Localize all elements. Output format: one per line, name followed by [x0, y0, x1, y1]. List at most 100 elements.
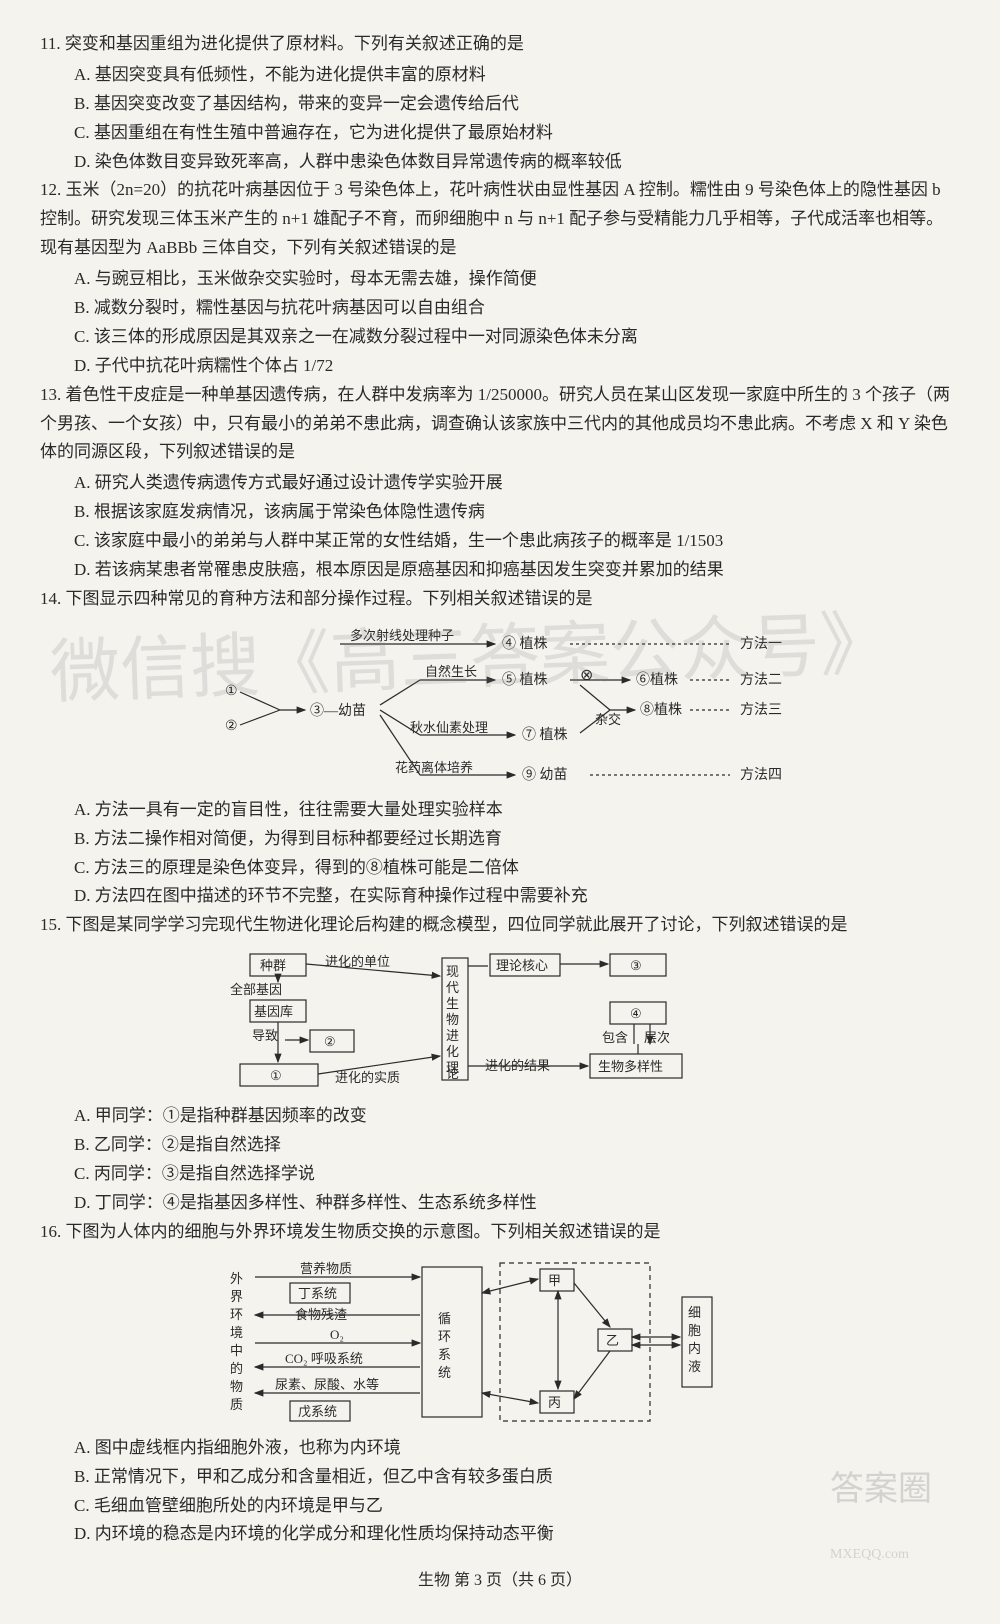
q15-num: 15. [40, 915, 61, 934]
fig15-quanbu: 全部基因 [230, 982, 282, 997]
fig15-cengci: 层次 [644, 1030, 670, 1045]
q15-opt-D: D. 丁同学：④是指基因多样性、种群多样性、生态系统多样性 [40, 1189, 960, 1218]
q12-opt-A: A. 与豌豆相比，玉米做杂交实验时，母本无需去雄，操作简便 [40, 265, 960, 294]
svg-text:环: 环 [230, 1307, 243, 1322]
q13-opt-A: A. 研究人类遗传病遗传方式最好通过设计遗传学实验开展 [40, 469, 960, 498]
q14-opt-C: C. 方法三的原理是染色体变异，得到的⑧植株可能是二倍体 [40, 854, 960, 883]
svg-text:细: 细 [688, 1305, 701, 1320]
q14-num: 14. [40, 589, 61, 608]
q14-figure: ① ② ③—幼苗 多次射线处理种子 ④ 植株 方法一 自然生长 ⑤ 植株 ⊗ ⑥… [40, 620, 960, 790]
q12-text: 玉米（2n=20）的抗花叶病基因位于 3 号染色体上，花叶病性状由显性基因 A … [40, 180, 943, 257]
fig14-m3: 方法三 [740, 702, 782, 718]
fig16-l7: 戊系统 [298, 1404, 337, 1419]
q13-num: 13. [40, 385, 61, 404]
q13-opt-D: D. 若该病某患者常罹患皮肤癌，根本原因是原癌基因和抑癌基因发生突变并累加的结果 [40, 556, 960, 585]
fig15-zhongqun: 种群 [260, 958, 286, 973]
fig14-hybrid: 杂交 [595, 712, 621, 727]
q13-stem: 13. 着色性干皮症是一种单基因遗传病，在人群中发病率为 1/250000。研究… [40, 381, 960, 468]
q12-opt-D: D. 子代中抗花叶病糯性个体占 1/72 [40, 352, 960, 381]
q11-num: 11. [40, 34, 61, 53]
fig14-node-4: ④ 植株 [502, 636, 548, 652]
fig14-node-9: ⑨ 幼苗 [522, 767, 568, 783]
q14-opt-D: D. 方法四在图中描述的环节不完整，在实际育种操作过程中需要补充 [40, 882, 960, 911]
svg-text:代: 代 [446, 980, 459, 995]
fig15-jiyinku: 基因库 [254, 1004, 293, 1019]
q16-figure: 外 界 环 境 中 的 物 质 营养物质 丁系统 食物残渣 O₂ CO₂ 呼吸系… [40, 1253, 960, 1428]
fig14-m4: 方法四 [740, 767, 782, 783]
fig15-b1: ① [270, 1068, 282, 1083]
q16-opt-D: D. 内环境的稳态是内环境的化学成分和理化性质均保持动态平衡 [40, 1520, 960, 1549]
q11-opt-C: C. 基因重组在有性生殖中普遍存在，它为进化提供了最原始材料 [40, 119, 960, 148]
q11-stem: 11. 突变和基因重组为进化提供了原材料。下列有关叙述正确的是 [40, 30, 960, 59]
fig14-branch-top: 多次射线处理种子 [350, 628, 454, 643]
svg-text:统: 统 [438, 1365, 451, 1380]
q16-text: 下图为人体内的细胞与外界环境发生物质交换的示意图。下列相关叙述错误的是 [66, 1222, 661, 1241]
q11-text: 突变和基因重组为进化提供了原材料。下列有关叙述正确的是 [65, 34, 524, 53]
q11-opt-D: D. 染色体数目变异致死率高，人群中患染色体数目异常遗传病的概率较低 [40, 148, 960, 177]
fig16-bing: 丙 [548, 1395, 561, 1410]
fig15-shizhi: 进化的实质 [335, 1070, 400, 1085]
q15-opt-B: B. 乙同学：②是指自然选择 [40, 1131, 960, 1160]
q16-opt-A: A. 图中虚线框内指细胞外液，也称为内环境 [40, 1434, 960, 1463]
q15-figure: 种群 全部基因 基因库 导致 ② ① 进化的单位 进化的实质 现 代 生 物 进… [40, 946, 960, 1096]
q14-opt-A: A. 方法一具有一定的盲目性，往往需要大量处理实验样本 [40, 796, 960, 825]
q13-opt-B: B. 根据该家庭发病情况，该病属于常染色体隐性遗传病 [40, 498, 960, 527]
fig14-node-1: ① [225, 684, 238, 699]
fig15-center-1: 现 [446, 964, 459, 979]
q13-opt-C: C. 该家庭中最小的弟弟与人群中某正常的女性结婚，生一个患此病孩子的概率是 1/… [40, 527, 960, 556]
q16-stem: 16. 下图为人体内的细胞与外界环境发生物质交换的示意图。下列相关叙述错误的是 [40, 1218, 960, 1247]
svg-text:化: 化 [446, 1044, 459, 1059]
q15-text: 下图是某同学学习完现代生物进化理论后构建的概念模型，四位同学就此展开了讨论，下列… [66, 915, 848, 934]
fig14-branch-mid2: 秋水仙素处理 [410, 720, 488, 735]
q12-num: 12. [40, 180, 61, 199]
svg-text:物: 物 [230, 1379, 243, 1394]
fig15-b2: ② [324, 1034, 336, 1049]
svg-text:物: 物 [446, 1012, 459, 1027]
svg-text:质: 质 [230, 1397, 243, 1412]
q16-num: 16. [40, 1222, 61, 1241]
fig16-l1: 营养物质 [300, 1261, 352, 1276]
fig14-node-8: ⑧植株 [640, 702, 682, 718]
fig16-l5: CO₂ 呼吸系统 [285, 1351, 363, 1366]
fig16-jia: 甲 [548, 1273, 561, 1288]
fig16-l6: 尿素、尿酸、水等 [275, 1377, 379, 1392]
q12-stem: 12. 玉米（2n=20）的抗花叶病基因位于 3 号染色体上，花叶病性状由显性基… [40, 176, 960, 263]
svg-text:环: 环 [438, 1329, 451, 1344]
svg-text:外: 外 [230, 1271, 243, 1286]
fig16-l2: 丁系统 [298, 1286, 337, 1301]
fig14-node-3: ③—幼苗 [310, 703, 366, 719]
exam-page: { "page": { "dimensions_px": [1000, 1482… [40, 30, 960, 1594]
page-footer: 生物 第 3 页（共 6 页） [40, 1567, 960, 1594]
fig14-m1: 方法一 [740, 636, 782, 652]
svg-text:中: 中 [230, 1343, 243, 1358]
svg-text:界: 界 [230, 1289, 243, 1304]
svg-text:进: 进 [446, 1028, 459, 1043]
q15-stem: 15. 下图是某同学学习完现代生物进化理论后构建的概念模型，四位同学就此展开了讨… [40, 911, 960, 940]
fig14-branch-mid1: 自然生长 [425, 664, 477, 679]
q16-opt-C: C. 毛细血管壁细胞所处的内环境是甲与乙 [40, 1492, 960, 1521]
svg-text:液: 液 [688, 1359, 701, 1374]
fig15-daozhi: 导致 [252, 1028, 278, 1043]
q14-opt-B: B. 方法二操作相对简便，为得到目标种都要经过长期选育 [40, 825, 960, 854]
fig14-node-2: ② [225, 719, 238, 734]
fig16-l4: O₂ [330, 1327, 344, 1342]
q11-opt-B: B. 基因突变改变了基因结构，带来的变异一定会遗传给后代 [40, 90, 960, 119]
q16-opt-B: B. 正常情况下，甲和乙成分和含量相近，但乙中含有较多蛋白质 [40, 1463, 960, 1492]
fig15-b4: ④ [630, 1006, 642, 1021]
q13-text: 着色性干皮症是一种单基因遗传病，在人群中发病率为 1/250000。研究人员在某… [40, 385, 950, 462]
q11-opt-A: A. 基因突变具有低频性，不能为进化提供丰富的原材料 [40, 61, 960, 90]
fig14-cross-icon: ⊗ [580, 667, 593, 684]
fig15-lilun: 理论核心 [496, 958, 548, 973]
svg-text:的: 的 [230, 1361, 243, 1376]
svg-text:内: 内 [688, 1341, 701, 1356]
fig14-m2: 方法二 [740, 672, 782, 688]
q15-opt-C: C. 丙同学：③是指自然选择学说 [40, 1160, 960, 1189]
q14-text: 下图显示四种常见的育种方法和部分操作过程。下列相关叙述错误的是 [66, 589, 593, 608]
fig16-yi: 乙 [606, 1333, 619, 1348]
q14-stem: 14. 下图显示四种常见的育种方法和部分操作过程。下列相关叙述错误的是 [40, 585, 960, 614]
q12-opt-B: B. 减数分裂时，糯性基因与抗花叶病基因可以自由组合 [40, 294, 960, 323]
fig14-node-7: ⑦ 植株 [522, 727, 568, 743]
q15-opt-A: A. 甲同学：①是指种群基因频率的改变 [40, 1102, 960, 1131]
fig14-node-5: ⑤ 植株 [502, 672, 548, 688]
svg-text:循: 循 [438, 1311, 451, 1326]
